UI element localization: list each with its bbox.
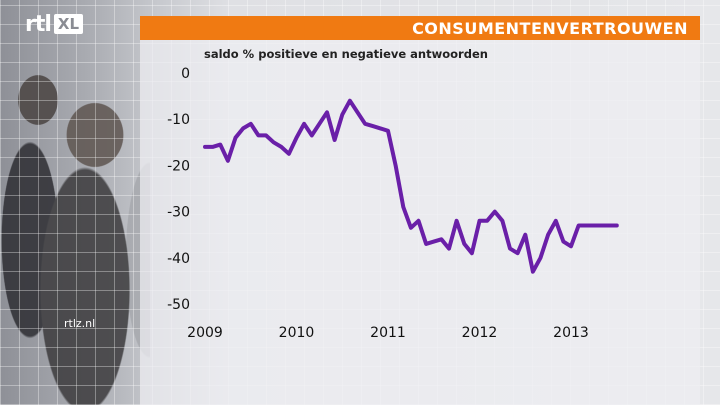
x-tick-label: 2010 [279, 325, 315, 341]
logo-rtl-text: rtl [25, 11, 52, 37]
chart-subtitle: saldo % positieve en negatieve antwoorde… [204, 47, 488, 61]
background-photo-people [0, 40, 150, 405]
x-tick-label: 2009 [187, 325, 223, 341]
watermark: rtlz.nl [64, 317, 96, 330]
x-tick-label: 2011 [370, 325, 406, 341]
x-tick-label: 2013 [553, 325, 589, 341]
x-tick-label: 2012 [462, 325, 498, 341]
y-tick-label: -50 [167, 297, 190, 313]
y-tick-label: -40 [167, 251, 190, 267]
y-tick-label: -30 [167, 205, 190, 221]
title-banner: CONSUMENTENVERTROUWEN [140, 16, 700, 40]
y-tick-label: -20 [167, 158, 190, 174]
y-tick-label: -10 [167, 112, 190, 128]
series-line [203, 98, 619, 274]
chart-title: CONSUMENTENVERTROUWEN [412, 19, 688, 38]
x-axis-ticks: 2009 2010 2011 2012 2013 [187, 325, 589, 341]
series-group [203, 98, 619, 274]
y-axis-ticks: 0 -10 -20 -30 -40 -50 [167, 66, 190, 313]
rtl-xl-logo: rtl XL [25, 11, 84, 37]
y-tick-label: 0 [181, 66, 190, 82]
logo-xl-badge: XL [53, 14, 84, 34]
